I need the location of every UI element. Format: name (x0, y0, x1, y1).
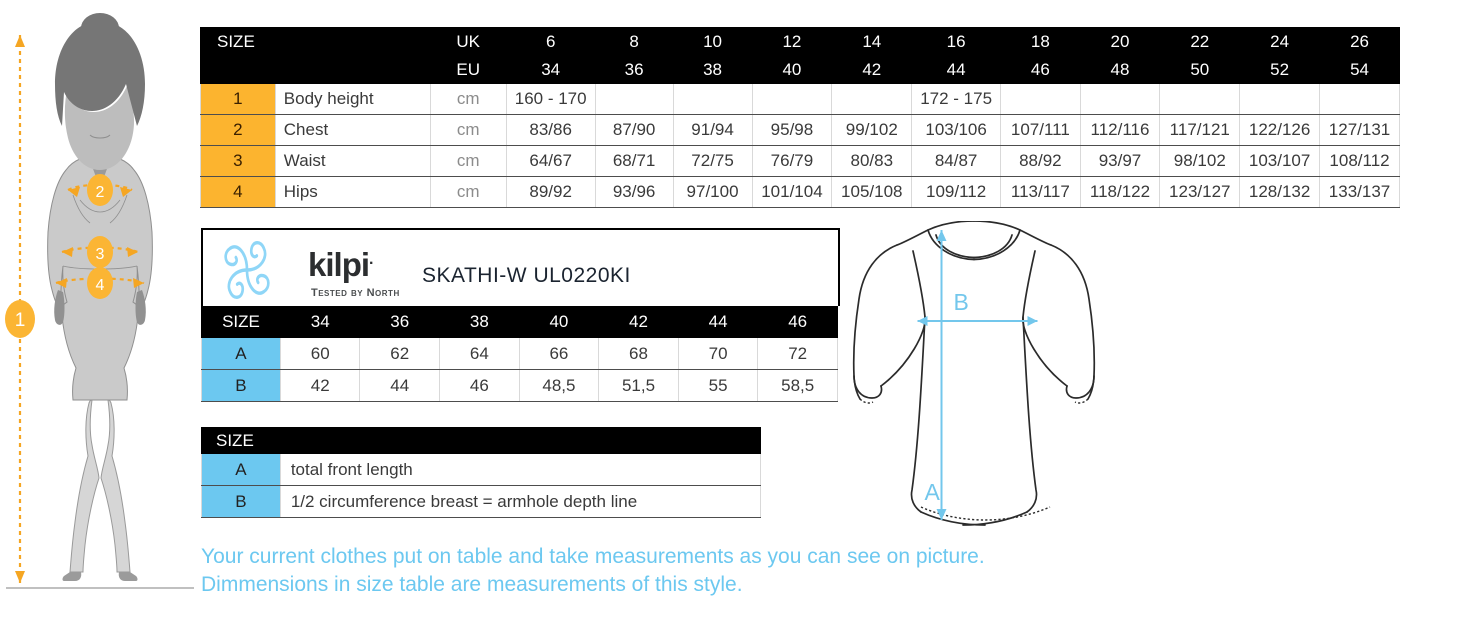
svg-text:4: 4 (96, 277, 105, 294)
svg-text:A: A (924, 479, 940, 505)
svg-text:2: 2 (96, 184, 105, 201)
svg-text:B: B (953, 289, 968, 315)
svg-text:1: 1 (15, 310, 26, 331)
svg-text:3: 3 (96, 246, 105, 263)
